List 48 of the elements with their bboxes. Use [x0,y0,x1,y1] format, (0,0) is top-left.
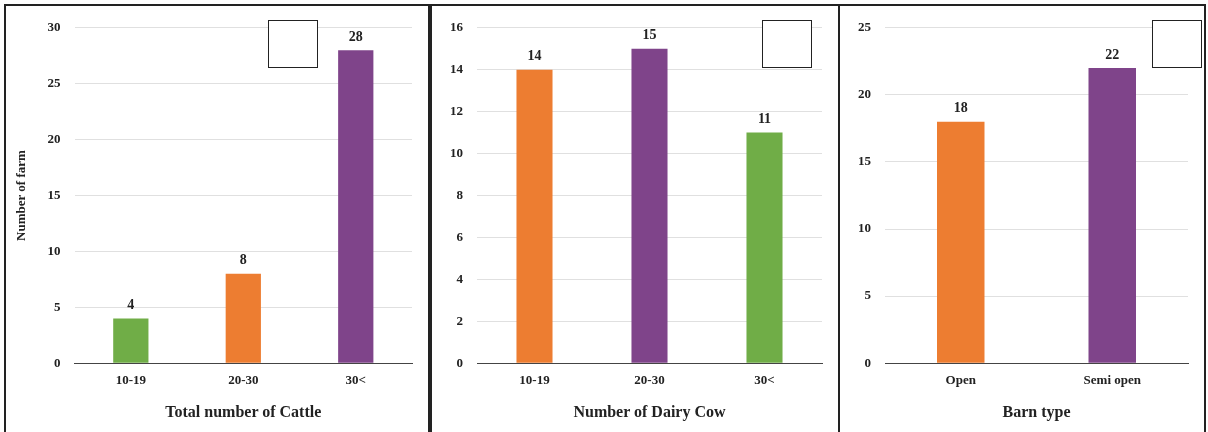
y-tick-label: 2 [456,312,463,328]
y-tick-label: 0 [456,354,463,370]
y-tick-label: 4 [456,270,464,286]
y-tick-label: 0 [54,354,61,370]
y-tick-label: 10 [450,144,463,160]
data-label: 14 [527,48,542,64]
bar [225,273,261,363]
data-label: 11 [757,111,772,127]
data-label: 18 [953,100,968,116]
y-tick-label: 25 [858,19,872,35]
y-tick-label: 30 [47,19,61,35]
bar [746,132,783,363]
x-tick-label: 20-30 [634,372,665,388]
data-label: 15 [642,27,657,43]
x-axis-title: Barn type [1002,402,1071,421]
y-tick-label: 12 [450,103,463,119]
y-tick-label: 15 [858,153,872,169]
y-tick-label: 15 [47,186,62,202]
bar [338,50,374,363]
data-label: 4 [127,297,135,313]
y-tick-label: 10 [47,242,61,258]
y-tick-label: 14 [450,61,464,77]
x-tick-label: 10-19 [115,372,147,388]
x-tick-label: 10-19 [519,372,551,388]
y-tick-label: 25 [47,75,62,91]
data-label: 22 [1105,46,1120,62]
x-tick-label: 30< [345,372,366,388]
x-tick-label: Semi open [1083,372,1142,388]
y-axis-title: Number of farm [13,149,29,241]
x-tick-label: 20-30 [228,372,259,388]
y-tick-label: 8 [456,186,464,202]
data-label: 8 [239,252,247,268]
y-tick-label: 10 [858,220,871,236]
bar [516,69,553,363]
y-tick-label: 20 [47,130,61,146]
y-tick-label: 6 [456,228,464,244]
y-tick-label: 5 [54,298,62,314]
bar [631,48,668,363]
y-tick-label: 16 [450,19,464,35]
y-tick-label: 0 [864,354,871,370]
y-tick-label: 20 [858,86,871,102]
x-axis-title: Number of Dairy Cow [573,402,727,421]
data-label: 28 [348,28,363,44]
bar [113,318,149,363]
x-axis-title: Total number of Cattle [165,402,322,420]
y-tick-label: 5 [864,287,872,303]
x-tick-label: 30< [754,372,775,388]
x-tick-label: Open [945,372,977,388]
